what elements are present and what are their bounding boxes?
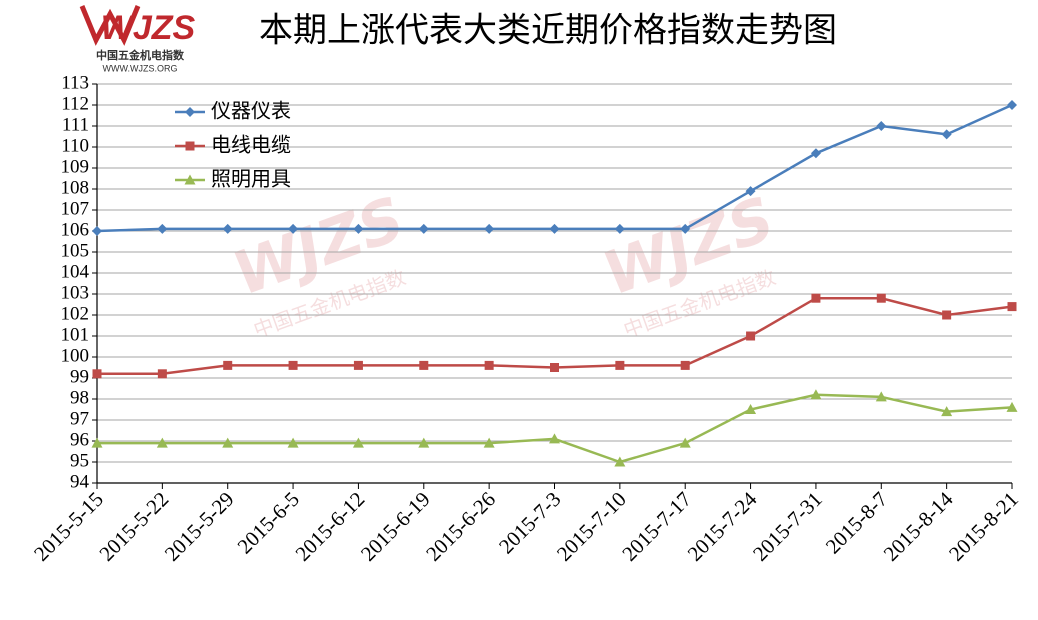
legend-label: 仪器仪表 xyxy=(211,99,291,123)
data-point xyxy=(1007,302,1017,312)
data-point xyxy=(745,186,756,197)
data-point xyxy=(810,389,822,400)
y-tick-label: 110 xyxy=(61,135,89,156)
data-point xyxy=(157,223,168,234)
y-tick-label: 105 xyxy=(61,240,90,261)
y-tick-label: 107 xyxy=(61,198,90,219)
logo: WJZS 中国五金机电指数 WWW.WJZS.ORG xyxy=(79,5,196,73)
data-point xyxy=(92,369,102,379)
legend-marker xyxy=(185,107,195,117)
data-point xyxy=(876,121,887,131)
data-point xyxy=(549,223,560,234)
y-tick-label: 109 xyxy=(61,156,90,177)
y-tick-label: 94 xyxy=(70,471,90,492)
data-point xyxy=(418,437,430,448)
y-tick-label: 104 xyxy=(61,261,90,282)
y-tick-label: 96 xyxy=(70,429,89,450)
data-point xyxy=(287,437,299,448)
data-point xyxy=(419,360,429,370)
data-point xyxy=(288,360,298,370)
legend-marker xyxy=(185,141,195,151)
data-point xyxy=(484,360,494,370)
data-point xyxy=(1007,100,1017,110)
data-point xyxy=(614,223,625,234)
y-tick-label: 108 xyxy=(61,177,90,198)
data-point xyxy=(941,406,953,417)
data-point xyxy=(746,331,756,341)
y-tick-label: 113 xyxy=(61,72,89,93)
data-point xyxy=(484,223,495,234)
data-point xyxy=(549,433,560,444)
y-tick-label: 98 xyxy=(70,387,89,408)
legend-marker xyxy=(184,174,196,185)
data-point xyxy=(875,391,887,402)
logo-name: 中国五金机电指数 xyxy=(96,48,185,62)
data-point xyxy=(288,223,299,234)
data-point xyxy=(483,437,495,448)
data-point xyxy=(811,293,821,303)
data-point xyxy=(810,148,821,159)
y-tick-label: 106 xyxy=(61,219,90,240)
data-point xyxy=(615,360,625,370)
chart-title: 本期上涨代表大类近期价格指数走势图 xyxy=(259,11,837,51)
data-point xyxy=(876,293,886,303)
data-point xyxy=(352,437,364,448)
data-point xyxy=(680,223,691,234)
data-point xyxy=(680,360,690,370)
data-point xyxy=(92,226,102,236)
data-point xyxy=(550,363,559,372)
data-point xyxy=(679,437,691,448)
data-point xyxy=(941,129,952,140)
logo-arrow xyxy=(79,5,141,46)
data-point xyxy=(157,369,167,379)
legend-label: 电线电缆 xyxy=(211,133,291,157)
data-point xyxy=(1006,401,1018,412)
legend-item: 照明用具 xyxy=(175,167,291,191)
y-tick-label: 99 xyxy=(70,366,89,387)
legend-item: 仪器仪表 xyxy=(175,99,291,123)
data-point xyxy=(353,223,364,234)
data-point xyxy=(942,310,952,320)
legend-label: 照明用具 xyxy=(211,167,291,191)
data-point xyxy=(222,223,233,234)
y-tick-label: 111 xyxy=(62,114,89,135)
y-tick-label: 95 xyxy=(70,450,89,471)
data-point xyxy=(222,437,234,448)
data-point xyxy=(353,360,363,370)
data-point xyxy=(614,456,626,467)
data-point xyxy=(156,437,168,448)
y-tick-label: 112 xyxy=(61,93,89,114)
y-tick-label: 100 xyxy=(61,345,90,366)
y-tick-label: 103 xyxy=(61,282,90,303)
y-tick-label: 97 xyxy=(70,408,89,429)
y-tick-label: 102 xyxy=(61,303,90,324)
logo-url: WWW.WJZS.ORG xyxy=(103,63,178,73)
data-point xyxy=(745,404,757,414)
logo-mark: WJZS xyxy=(101,9,196,47)
data-point xyxy=(223,360,233,370)
legend-item: 电线电缆 xyxy=(175,133,291,157)
data-point xyxy=(91,437,103,448)
data-point xyxy=(418,223,429,234)
y-tick-label: 101 xyxy=(61,324,90,345)
